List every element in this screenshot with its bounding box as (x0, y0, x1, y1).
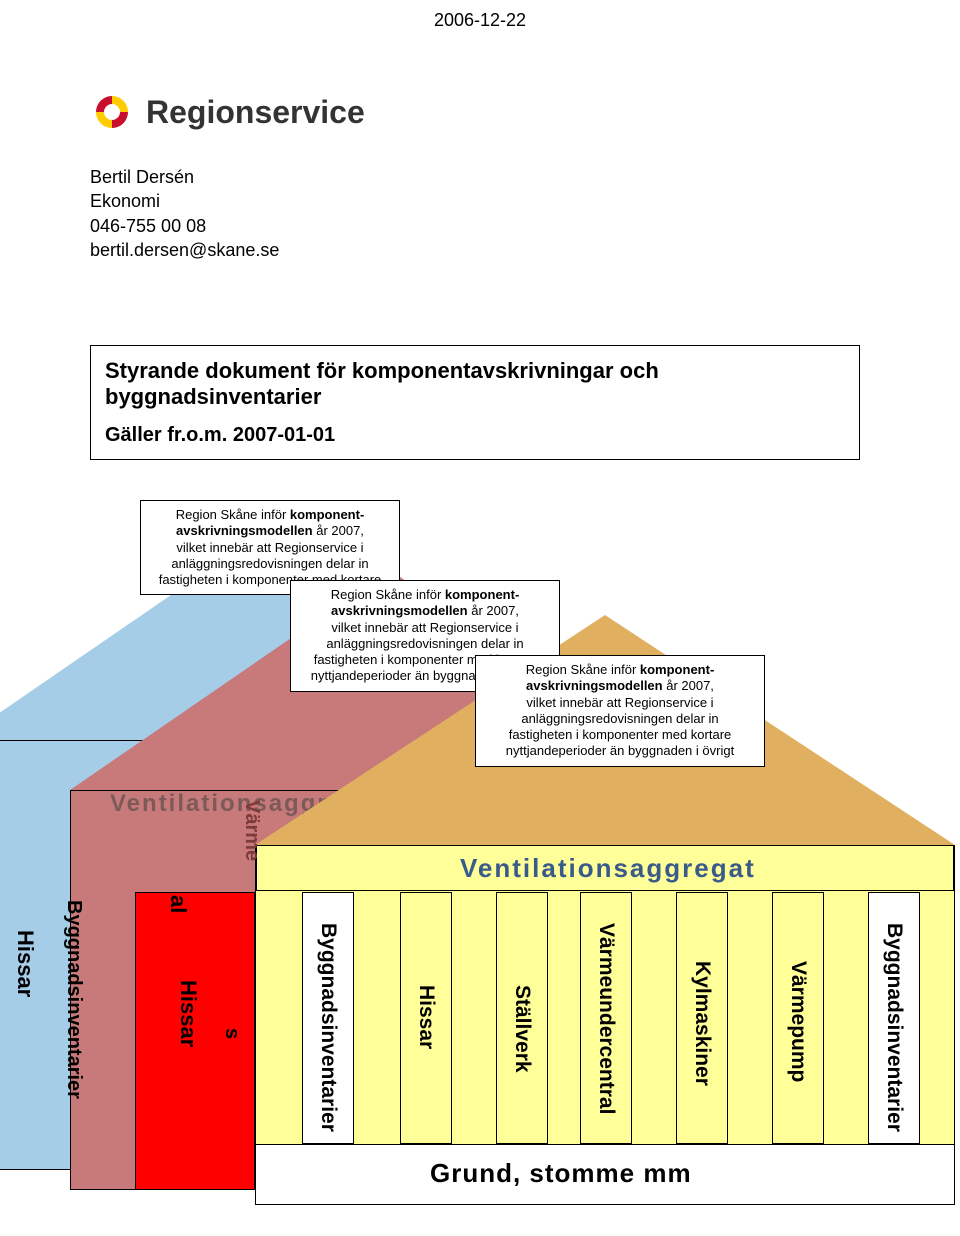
label-s-small: s (220, 1028, 243, 1039)
column-kylmaskiner: Kylmaskiner (676, 892, 728, 1144)
logo-block: Regionservice (90, 90, 365, 134)
column-label-kylmaskiner: Kylmaskiner (690, 961, 714, 1086)
logo-text: Regionservice (146, 94, 365, 131)
house-diagram: Ventilationsaggregat Grund, stomme mm By… (0, 460, 960, 1236)
label-varme-frag: Värme (240, 800, 263, 861)
column-byggnadsinventarier: Byggnadsinventarier (868, 892, 920, 1144)
callout-1-text: Region Skåne inför komponent- avskrivnin… (159, 507, 382, 587)
column-varmeundercentral: Värmeundercentral (580, 892, 632, 1144)
column-label-byggnadsinventarier: Byggnadsinventarier (316, 923, 340, 1132)
label-grund: Grund, stomme mm (430, 1158, 692, 1189)
column-varmepump: Värmepump (772, 892, 824, 1144)
label-bygg-left: Byggnadsinventarier (62, 900, 85, 1099)
title-sub: Gäller fr.o.m. 2007-01-01 (105, 424, 845, 447)
label-hissar-mid: Hissar (175, 980, 201, 1047)
contact-email: bertil.dersen@skane.se (90, 238, 279, 262)
logo-row: Regionservice (90, 90, 365, 134)
column-hissar: Hissar (400, 892, 452, 1144)
contact-dept: Ekonomi (90, 189, 279, 213)
label-vent-front: Ventilationsaggregat (460, 853, 756, 884)
contact-phone: 046-755 00 08 (90, 214, 279, 238)
contact-name: Bertil Dersén (90, 165, 279, 189)
column-label-varmepump: Värmepump (786, 961, 810, 1082)
column-label-byggnadsinventarier: Byggnadsinventarier (882, 923, 906, 1132)
title-main: Styrande dokument för komponentavskrivni… (105, 358, 845, 410)
column-label-stallverk: Ställverk (510, 985, 534, 1073)
contact-block: Bertil Dersén Ekonomi 046-755 00 08 bert… (90, 165, 279, 262)
column-label-varmeundercentral: Värmeundercentral (594, 923, 618, 1114)
label-al: al (165, 895, 191, 913)
column-byggnadsinventarier: Byggnadsinventarier (302, 892, 354, 1144)
regionservice-logo-icon (90, 90, 134, 134)
callout-3-text: Region Skåne inför komponent- avskrivnin… (506, 662, 734, 758)
column-stallverk: Ställverk (496, 892, 548, 1144)
label-hissar-left: Hissar (12, 930, 38, 997)
column-label-hissar: Hissar (414, 985, 438, 1049)
document-date: 2006-12-22 (434, 10, 526, 31)
title-box: Styrande dokument för komponentavskrivni… (90, 345, 860, 460)
callout-3: Region Skåne inför komponent- avskrivnin… (475, 655, 765, 767)
